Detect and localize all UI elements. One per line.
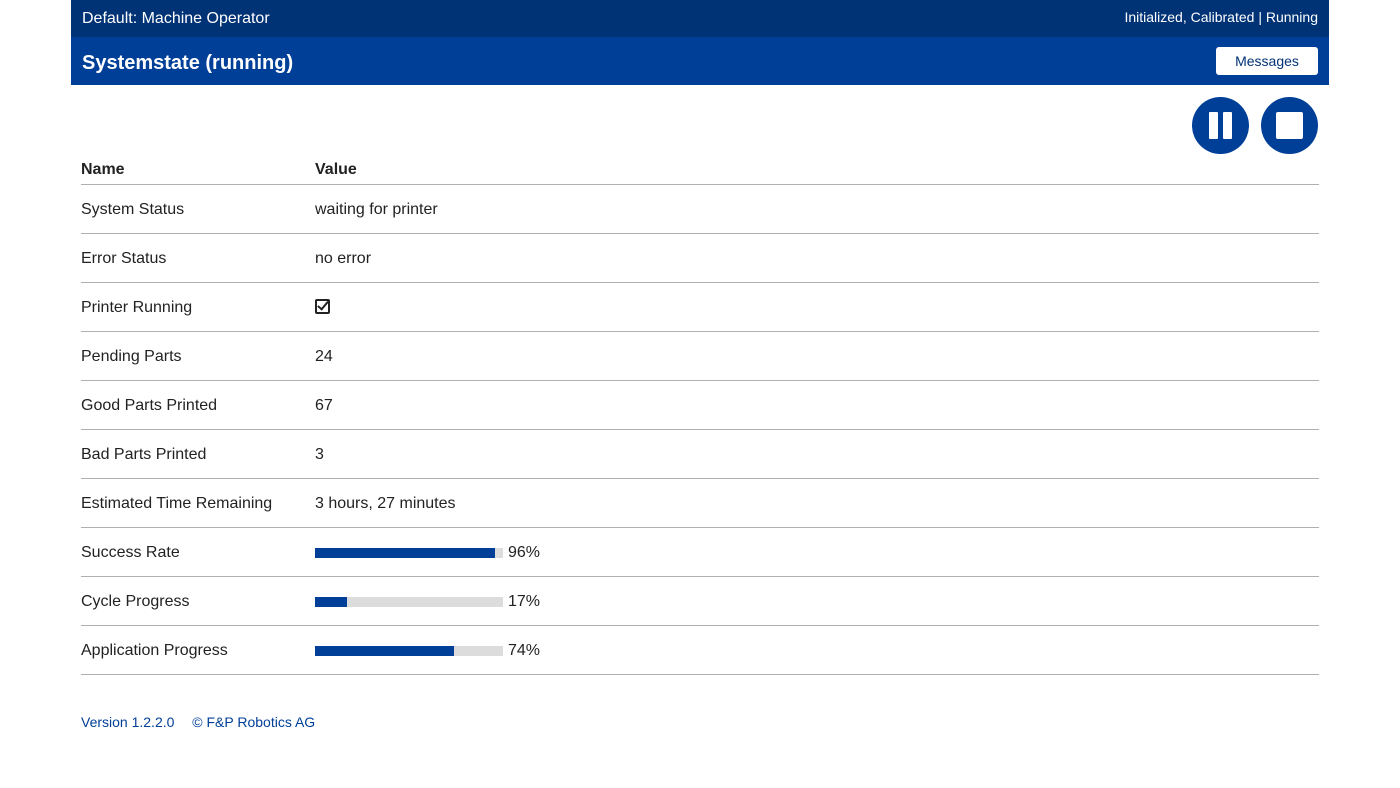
row-name: Application Progress [81, 642, 228, 659]
copyright-label: © F&P Robotics AG [192, 714, 316, 730]
table-row: Pending Parts 24 [81, 332, 1319, 381]
row-value: 24 [315, 348, 333, 365]
success-rate-progress-bar [315, 548, 503, 558]
table-row: Bad Parts Printed 3 [81, 430, 1319, 479]
row-name: Bad Parts Printed [81, 446, 207, 463]
table-row: Application Progress 74% [81, 626, 1319, 675]
title-bar: Systemstate (running) Messages [71, 37, 1329, 85]
row-value: 67 [315, 397, 333, 414]
row-name: System Status [81, 201, 185, 218]
row-name: Success Rate [81, 544, 180, 561]
column-header-name: Name [81, 161, 125, 178]
checkbox-checked-icon [315, 299, 330, 314]
table-row: System Status waiting for printer [81, 185, 1319, 234]
stop-button[interactable] [1261, 97, 1318, 154]
pause-icon [1209, 112, 1218, 139]
column-header-value: Value [315, 161, 357, 178]
systemstate-table: Name Value System Status waiting for pri… [81, 155, 1319, 675]
version-label: Version 1.2.2.0 [81, 714, 175, 730]
cycle-progress-bar [315, 597, 503, 607]
table-row: Good Parts Printed 67 [81, 381, 1319, 430]
row-value: no error [315, 250, 372, 267]
row-name: Printer Running [81, 299, 193, 316]
row-name: Error Status [81, 250, 167, 267]
app-window: Default: Machine Operator Initialized, C… [71, 0, 1329, 788]
table-header: Name Value [81, 155, 1319, 185]
table-row: Printer Running [81, 283, 1319, 332]
progress-label: 17% [508, 593, 541, 610]
row-name: Pending Parts [81, 348, 182, 365]
row-value: waiting for printer [315, 201, 438, 218]
footer: Version 1.2.2.0 © F&P Robotics AG [81, 714, 329, 730]
top-bar: Default: Machine Operator Initialized, C… [71, 0, 1329, 37]
table-row: Error Status no error [81, 234, 1319, 283]
user-role: Default: Machine Operator [82, 10, 270, 27]
table-row: Estimated Time Remaining 3 hours, 27 min… [81, 479, 1319, 528]
row-value: 3 [315, 446, 324, 463]
application-progress-bar [315, 646, 503, 656]
table-row: Success Rate 96% [81, 528, 1319, 577]
row-name: Good Parts Printed [81, 397, 218, 414]
progress-label: 74% [508, 642, 541, 659]
progress-label: 96% [508, 544, 541, 561]
row-value [315, 299, 330, 319]
messages-button[interactable]: Messages [1216, 47, 1318, 75]
pause-button[interactable] [1192, 97, 1249, 154]
table-row: Cycle Progress 17% [81, 577, 1319, 626]
page-title: Systemstate (running) [82, 52, 294, 74]
row-value: 3 hours, 27 minutes [315, 495, 456, 512]
row-name: Estimated Time Remaining [81, 495, 273, 512]
system-status-summary: Initialized, Calibrated | Running [1124, 9, 1318, 25]
stop-icon [1276, 112, 1303, 139]
row-name: Cycle Progress [81, 593, 190, 610]
